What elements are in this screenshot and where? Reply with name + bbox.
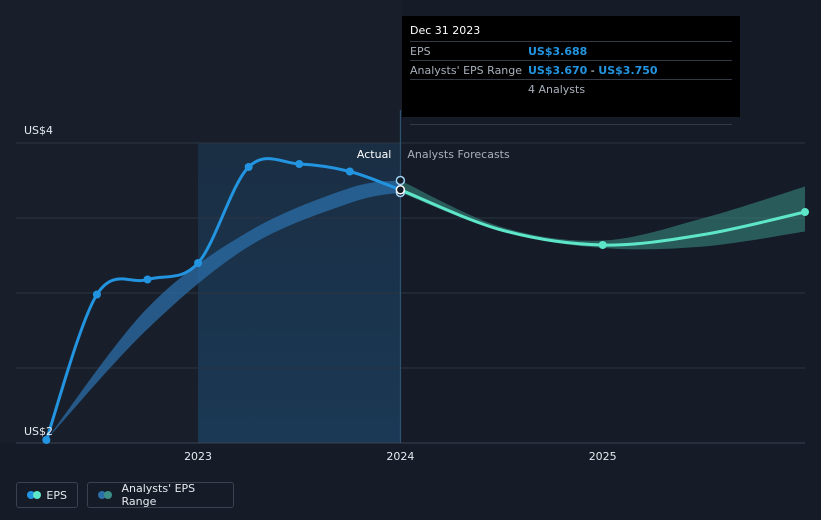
actual-label: Actual (357, 148, 391, 161)
legend-range-button[interactable]: Analysts' EPS Range (87, 482, 234, 508)
x-tick-label: 2024 (386, 450, 414, 463)
eps-point (244, 163, 253, 171)
eps-point (143, 275, 152, 284)
range-legend-icon (98, 491, 113, 499)
data-tooltip: Dec 31 2023 EPS US$3.688 Analysts' EPS R… (402, 16, 740, 125)
tooltip-range-separator: - (587, 63, 599, 77)
tooltip-range-label: Analysts' EPS Range (410, 63, 523, 77)
forecast-label: Analysts Forecasts (407, 148, 510, 161)
forecast-point (598, 241, 607, 249)
eps-range-band-forecast (400, 180, 805, 250)
tooltip-range-low: US$3.670 (528, 63, 588, 77)
eps-current-point (395, 185, 406, 195)
x-tick-label: 2023 (184, 450, 212, 463)
tooltip-analysts: 4 Analysts (528, 82, 586, 96)
legend-eps-label: EPS (46, 488, 67, 502)
tooltip-date: Dec 31 2023 (410, 24, 732, 42)
eps-point (345, 167, 354, 176)
eps-line-actual (44, 157, 402, 442)
tooltip-eps-value: US$3.688 (528, 44, 588, 58)
tooltip-range-row: Analysts' EPS Range US$3.670 - US$3.750 (410, 61, 732, 80)
range-high-point (395, 175, 406, 186)
tooltip-analysts-row: 4 Analysts (410, 80, 732, 98)
tooltip-eps-row: EPS US$3.688 (410, 42, 732, 61)
y-tick-label: US$2 (24, 425, 53, 438)
x-tick-label: 2025 (589, 450, 617, 463)
tooltip-eps-label: EPS (410, 44, 431, 58)
y-tick-label: US$4 (24, 124, 53, 137)
eps-point (92, 290, 101, 299)
eps-legend-icon (27, 491, 41, 499)
tooltip-range-value: US$3.670 - US$3.750 (528, 64, 658, 77)
forecast-end-point (801, 208, 809, 216)
eps-point (42, 436, 51, 444)
legend-eps-button[interactable]: EPS (16, 482, 78, 508)
eps-point (295, 160, 304, 168)
legend-range-label: Analysts' EPS Range (121, 482, 196, 508)
tooltip-range-high: US$3.750 (598, 63, 658, 77)
eps-point (194, 259, 203, 267)
